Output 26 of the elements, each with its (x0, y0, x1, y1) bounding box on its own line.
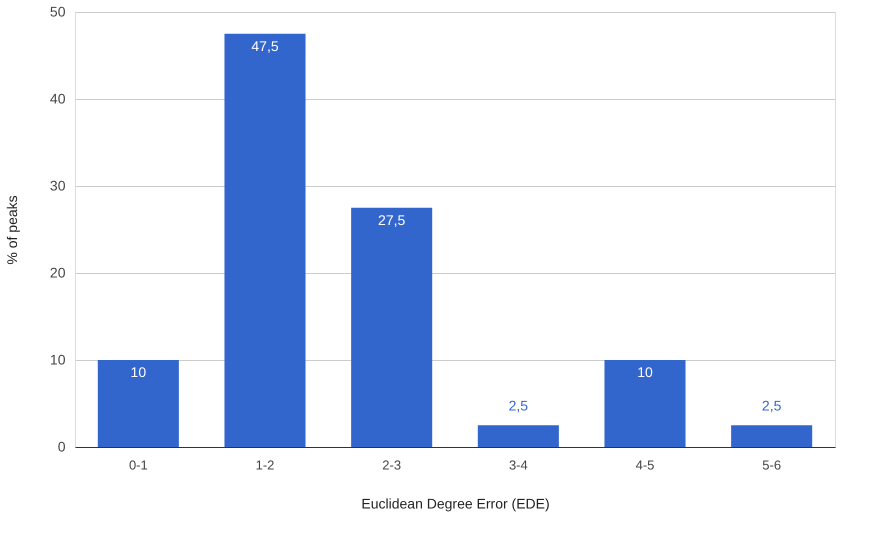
bar (224, 34, 306, 447)
x-axis-title: Euclidean Degree Error (EDE) (361, 496, 550, 512)
bar (731, 425, 812, 447)
y-tick-label: 20 (50, 264, 66, 280)
y-tick-label: 40 (50, 90, 66, 106)
x-tick-label: 4-5 (636, 458, 654, 472)
x-tick-label: 3-4 (508, 458, 528, 472)
bar (604, 360, 686, 447)
bar (351, 208, 432, 447)
bar (478, 425, 559, 447)
data-label: 27,5 (378, 212, 406, 228)
y-axis-title: % of peaks (4, 195, 20, 265)
data-label: 2,5 (762, 397, 782, 414)
y-tick-label: 0 (58, 438, 66, 454)
x-tick-label: 2-3 (382, 458, 402, 472)
x-tick-label: 1-2 (256, 458, 274, 472)
y-tick-label: 30 (50, 178, 66, 194)
data-label: 10 (130, 364, 146, 380)
y-tick-label: 10 (50, 352, 66, 368)
data-label: 10 (637, 364, 653, 380)
y-tick-label: 50 (50, 4, 66, 20)
data-label: 2,5 (508, 397, 528, 414)
data-label: 47,5 (251, 38, 279, 54)
x-tick-label: 5-6 (762, 458, 782, 472)
x-tick-label: 0-1 (128, 458, 148, 472)
bar (98, 360, 179, 447)
